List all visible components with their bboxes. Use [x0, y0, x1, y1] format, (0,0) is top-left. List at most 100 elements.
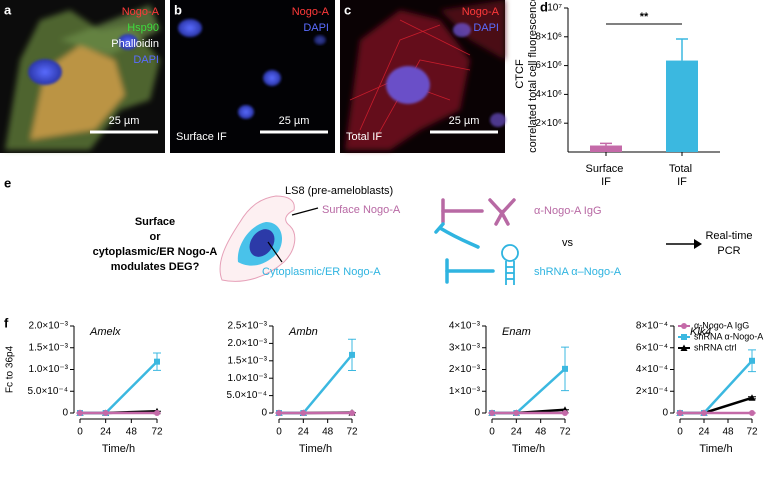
- y-tick-label: 5.0×10⁻⁴: [227, 390, 267, 401]
- legend-label: shRNA ctrl: [694, 342, 737, 352]
- bar: [666, 60, 698, 153]
- y-tick-label: 1.5×10⁻³: [228, 355, 268, 366]
- y-tick-label: 5.0×10⁻⁴: [28, 386, 68, 397]
- channel-label: Nogo-A: [462, 6, 500, 18]
- x-axis-label: Time/h: [299, 443, 332, 455]
- error-bar: [676, 38, 688, 61]
- y-tick-label: 2×10⁶: [535, 118, 562, 129]
- marker: [701, 410, 707, 416]
- vs-label: vs: [562, 237, 574, 249]
- y-tick-label: 0: [662, 408, 668, 419]
- x-tick-label: 72: [346, 427, 358, 438]
- series-line: [492, 367, 566, 415]
- scale-label: 25 µm: [109, 115, 140, 127]
- panel-label: e: [4, 175, 11, 190]
- y-tick-label: 4×10⁻⁴: [636, 364, 668, 375]
- chart-title: Klk4: [690, 326, 711, 338]
- x-tick-label: 24: [698, 427, 710, 438]
- marker: [681, 334, 687, 340]
- channel-label: Nogo-A: [122, 6, 160, 18]
- marker: [276, 410, 282, 416]
- micrograph-c: [340, 0, 506, 153]
- micrograph-a: [0, 0, 165, 153]
- channel-label: Hsp90: [127, 22, 159, 34]
- channel-label: DAPI: [473, 22, 499, 34]
- bar: [590, 145, 622, 152]
- x-tick-label: 48: [322, 427, 334, 438]
- x-tick-label: 0: [77, 427, 83, 438]
- y-tick-label: 4×10⁶: [535, 89, 562, 100]
- y-tick-label: 1×10⁻³: [449, 386, 481, 397]
- x-tick-label: 0: [677, 427, 683, 438]
- caption: Surface IF: [176, 131, 227, 143]
- series-line: [680, 359, 753, 415]
- x-tick-label: 0: [276, 427, 282, 438]
- readout: PCR: [717, 245, 740, 257]
- x-tick-label: 48: [126, 427, 138, 438]
- y-tick-label: 0: [261, 408, 267, 419]
- x-tick-label: Total IF: [669, 163, 695, 188]
- marker: [749, 410, 755, 416]
- marker: [300, 410, 307, 416]
- channel-label: DAPI: [133, 54, 159, 66]
- series-line: [279, 354, 353, 415]
- y-tick-label: 3×10⁻³: [449, 342, 481, 353]
- marker: [681, 323, 687, 329]
- x-tick-label: 72: [151, 427, 163, 438]
- y-tick-label: 1.0×10⁻³: [29, 364, 69, 375]
- x-tick-label: Surface IF: [586, 163, 627, 188]
- x-tick-label: 72: [559, 427, 571, 438]
- error-bar: [600, 142, 612, 146]
- y-tick-label: 8×10⁻⁴: [636, 321, 668, 332]
- cell-drawing: [219, 195, 702, 285]
- marker: [102, 410, 109, 416]
- legend-label: α-Nogo-A IgG: [694, 320, 749, 330]
- marker: [680, 344, 688, 351]
- marker: [748, 394, 756, 401]
- y-axis-label: correlated total cell fluorescence: [527, 0, 539, 153]
- marker: [77, 410, 83, 416]
- y-axis-label: Fc to 36p4: [5, 345, 16, 393]
- y-tick-label: 8×10⁶: [535, 31, 562, 42]
- y-tick-label: 1.0×10⁻³: [228, 373, 268, 384]
- y-tick-label: 2.0×10⁻³: [29, 321, 69, 332]
- caption: Total IF: [346, 131, 382, 143]
- x-axis-label: Time/h: [102, 443, 135, 455]
- panel-label: c: [344, 2, 351, 17]
- marker: [562, 410, 568, 416]
- cytoplasmic-label: Cytoplasmic/ER Nogo-A: [262, 266, 381, 278]
- y-tick-label: 2.5×10⁻³: [228, 321, 268, 332]
- legend-label: shRNA α-Nogo-A: [694, 331, 763, 341]
- significance: **: [640, 11, 649, 23]
- panel-label: d: [540, 0, 548, 14]
- panel-label: b: [174, 2, 182, 17]
- readout: Real-time: [705, 230, 752, 242]
- question: or: [150, 231, 162, 243]
- x-axis-label: Time/h: [512, 443, 545, 455]
- marker: [562, 365, 568, 372]
- surface-label: Surface Nogo-A: [322, 204, 401, 216]
- y-tick-label: 2×10⁻⁴: [636, 386, 668, 397]
- y-tick-label: 0: [474, 408, 480, 419]
- x-tick-label: 0: [489, 427, 495, 438]
- x-tick-label: 24: [100, 427, 112, 438]
- marker: [154, 358, 160, 365]
- question: modulates DEG?: [111, 261, 200, 273]
- marker: [749, 357, 755, 364]
- question: Surface: [135, 216, 175, 228]
- marker: [513, 410, 520, 416]
- cell-label: LS8 (pre-ameloblasts): [285, 185, 393, 197]
- marker: [349, 351, 355, 358]
- scale-label: 25 µm: [449, 115, 480, 127]
- y-tick-label: 6×10⁶: [535, 60, 562, 71]
- panel-label: f: [4, 315, 9, 330]
- y-tick-label: 0: [62, 408, 68, 419]
- question: cytoplasmic/ER Nogo-A: [93, 246, 218, 258]
- x-tick-label: 48: [535, 427, 547, 438]
- marker: [489, 410, 495, 416]
- marker: [154, 410, 160, 416]
- channel-label: DAPI: [303, 22, 329, 34]
- x-tick-label: 24: [298, 427, 310, 438]
- antibody-label: α-Nogo-A IgG: [534, 205, 602, 217]
